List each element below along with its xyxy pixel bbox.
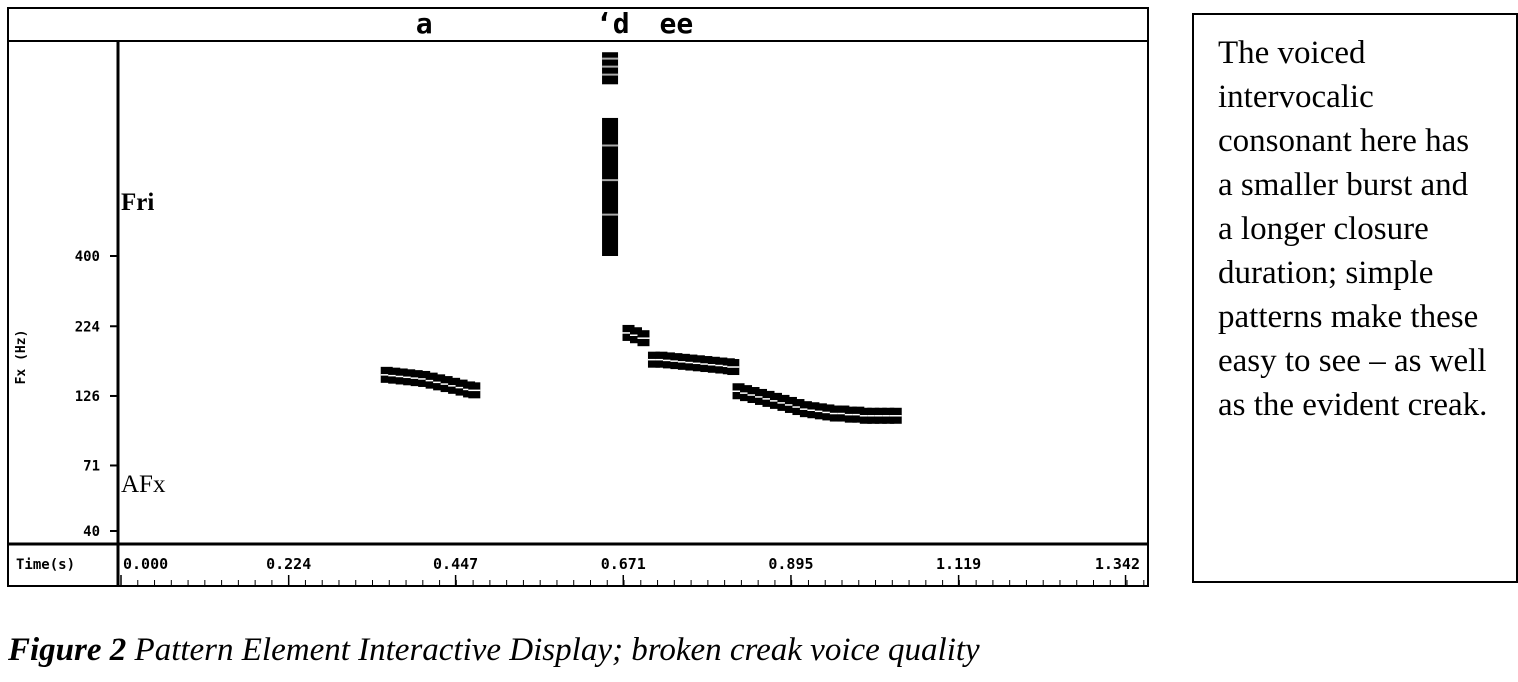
x-tick-label: 0.895 [768,555,813,573]
chart-frame [7,7,1149,587]
x-axis-label: Time(s) [16,557,75,573]
caption-text: Pattern Element Interactive Display; bro… [126,632,980,668]
caption-figure-number: Figure 2 [8,632,127,668]
afx-band-label: AFx [121,471,166,498]
x-tick-label: 1.119 [936,555,981,573]
x-tick-label: 0.224 [266,555,311,573]
y-axis-label: Fx (Hz) [14,330,29,385]
y-tick-label: 224 [75,319,100,335]
x-tick-label: 0.000 [123,555,168,573]
x-tick-label: 1.342 [1095,555,1140,573]
y-tick-label: 71 [83,458,100,474]
segment-label: ee [660,7,694,40]
frication-bar [602,52,619,85]
y-tick-label: 126 [75,389,100,405]
annotation-text: The voiced intervocalic consonant here h… [1218,35,1488,423]
segment-label: a [416,7,433,40]
y-tick-label: 400 [75,249,100,265]
frication-bar [602,117,619,257]
x-tick-label: 0.671 [601,555,646,573]
y-tick-label: 40 [83,524,100,540]
figure-caption: Figure 2 Pattern Element Interactive Dis… [8,632,980,669]
x-tick-label: 0.447 [433,555,478,573]
annotation-box: The voiced intervocalic consonant here h… [1192,13,1518,583]
fri-band-label: Fri [121,189,154,216]
segment-label: ‘d [596,7,630,40]
pitch-chart: a ‘d ee 400 224 126 71 40 Fx (Hz) Time(s) 0.000 0… [7,7,1149,587]
